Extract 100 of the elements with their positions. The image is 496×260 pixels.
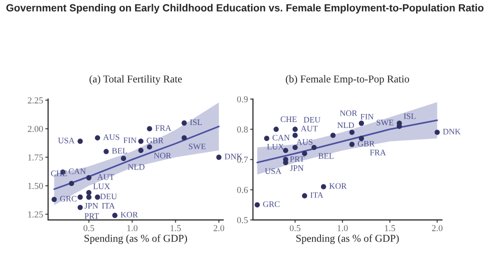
point	[349, 130, 355, 135]
y-tick-label: 0.6	[237, 186, 248, 193]
point	[182, 135, 187, 140]
annotation: CHE	[51, 170, 67, 176]
y-tick-label: 0.5	[237, 217, 248, 224]
point	[358, 120, 364, 126]
annotation: USA	[58, 138, 75, 144]
annotation: LUX	[267, 144, 284, 150]
annotation: FIN	[360, 114, 374, 120]
text: Government Spending on Early Childhood Education vs. Female Employment-to-Population Ratio	[6, 4, 484, 14]
annotation: GRC	[60, 196, 76, 202]
annotation: AUS	[296, 139, 312, 145]
point	[78, 138, 83, 144]
point	[86, 194, 92, 200]
point	[78, 194, 83, 200]
point	[292, 126, 298, 132]
x-axis-title: Spending (as % of GDP)	[84, 234, 187, 244]
y-tick-label: 1.75	[28, 154, 43, 160]
point	[68, 180, 74, 186]
annotation: AUT	[97, 174, 114, 180]
point	[302, 150, 308, 156]
x-tick-label: 1.0	[338, 225, 348, 232]
annotation: BEL	[112, 148, 127, 154]
annotation: ISL	[404, 113, 416, 120]
annotation: FIN	[124, 138, 136, 144]
annotation: ITA	[310, 192, 324, 198]
x-tick-label: 1.5	[384, 225, 396, 232]
y-tick-label: 0.9	[237, 96, 248, 102]
point	[330, 132, 336, 138]
point	[112, 212, 118, 218]
point	[320, 184, 326, 190]
point	[292, 132, 298, 138]
x-tick-label: 0.5	[290, 225, 300, 232]
annotation: FRA	[370, 150, 386, 156]
point	[349, 142, 355, 147]
point	[302, 193, 308, 198]
point	[78, 204, 83, 210]
y-tick-label: 0.8	[237, 126, 248, 133]
annotation: NOR	[154, 152, 172, 158]
point	[434, 130, 440, 135]
annotation: AUS	[103, 134, 120, 140]
annotation: PRT	[290, 156, 304, 162]
annotation: AUT	[300, 126, 318, 132]
chart-subtitle: (a) Total Fertility Rate	[90, 75, 182, 85]
point	[138, 148, 144, 153]
annotation: PRT	[84, 213, 99, 219]
y-tick-label: 1.50	[28, 182, 43, 190]
point	[311, 144, 317, 150]
point	[146, 144, 152, 150]
annotation: DNK	[442, 128, 461, 134]
x-tick-label: 0.5	[84, 225, 94, 232]
point	[264, 136, 270, 141]
annotation: KOR	[329, 183, 347, 189]
x-axis-title: Spending (as % of GDP)	[296, 234, 399, 244]
annotation: NOR	[340, 110, 358, 116]
point	[138, 138, 144, 144]
annotation: NLD	[128, 164, 144, 170]
point	[94, 135, 100, 140]
annotation: CAN	[272, 134, 290, 140]
annotation: JPN	[84, 203, 98, 209]
annotation: LUX	[93, 184, 110, 190]
annotation: FRA	[155, 125, 172, 131]
x-tick-label: 1.0	[127, 225, 138, 232]
annotation: BEL	[318, 153, 334, 159]
y-tick-label: 1.25	[28, 211, 43, 218]
annotation: USA	[264, 168, 282, 174]
point	[254, 202, 260, 208]
x-tick-label: 1.5	[170, 225, 181, 232]
point	[146, 126, 152, 132]
chart-subtitle: (b) Female Emp-to-Pop Ratio	[286, 75, 410, 85]
point	[283, 148, 288, 154]
annotation: GBR	[358, 140, 375, 146]
point	[358, 136, 364, 141]
x-tick-label: 2.0	[432, 225, 442, 232]
point	[104, 148, 109, 154]
annotation: GRC	[263, 201, 280, 207]
annotation: JPN	[290, 165, 304, 171]
annotation: DEU	[100, 194, 117, 200]
annotation: ISL	[190, 120, 202, 126]
annotation: NLD	[337, 122, 354, 128]
annotation: GBR	[146, 138, 164, 144]
point	[86, 175, 92, 180]
annotation: SWE	[376, 120, 394, 126]
x-tick-label: 2.0	[214, 225, 224, 232]
annotation: ITA	[102, 202, 115, 208]
annotation: CAN	[68, 168, 86, 174]
point	[86, 190, 92, 196]
annotation: CHE	[280, 116, 297, 122]
line-series	[53, 126, 220, 190]
point	[274, 126, 279, 132]
point	[120, 156, 126, 161]
point	[292, 144, 298, 150]
point	[52, 196, 57, 202]
annotation: DEU	[304, 116, 320, 123]
annotation: KOR	[120, 212, 138, 218]
point	[216, 154, 222, 160]
annotation: SWE	[188, 144, 206, 150]
y-tick-label: 2.25	[28, 97, 43, 104]
point	[182, 120, 187, 126]
y-tick-label: 2.00	[28, 126, 43, 132]
